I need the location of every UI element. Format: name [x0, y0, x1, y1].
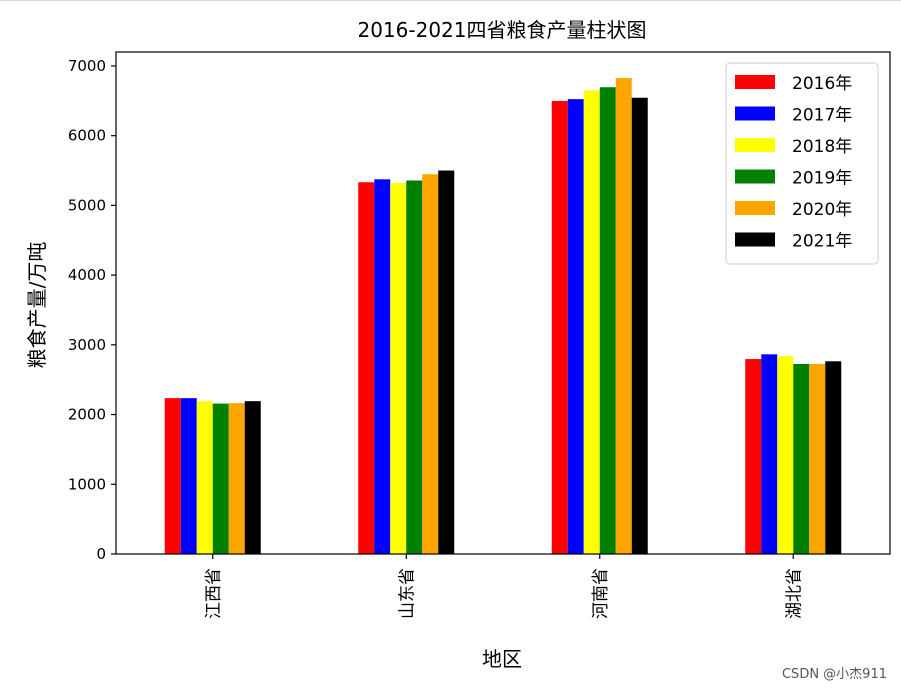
bar-2020年-山东省 — [422, 174, 439, 554]
legend-swatch — [735, 201, 775, 215]
legend-swatch — [735, 138, 775, 152]
legend-label: 2018年 — [792, 137, 852, 157]
y-axis-label: 粮食产量/万吨 — [25, 242, 49, 369]
legend-swatch — [735, 169, 775, 184]
legend-label: 2020年 — [792, 200, 852, 220]
y-tick-label: 6000 — [68, 127, 106, 145]
bar-2017年-江西省 — [180, 398, 197, 554]
bar-2021年-湖北省 — [825, 361, 842, 554]
bar-2016年-江西省 — [164, 398, 181, 554]
bar-2018年-山东省 — [390, 183, 407, 555]
bar-2021年-河南省 — [631, 97, 648, 554]
bar-2018年-湖北省 — [777, 356, 794, 554]
y-tick-label: 1000 — [68, 475, 106, 493]
y-tick-label: 5000 — [68, 196, 106, 214]
legend-swatch — [735, 75, 775, 89]
plot-frame — [115, 51, 891, 555]
x-axis-label: 地区 — [482, 647, 522, 671]
bar-2017年-河南省 — [567, 99, 584, 554]
y-tick-label: 0 — [96, 545, 106, 563]
bar-2016年-山东省 — [358, 182, 375, 555]
legend-swatch — [735, 106, 775, 121]
legend-label: 2019年 — [792, 169, 852, 189]
bar-2017年-山东省 — [374, 179, 391, 554]
legend-label: 2021年 — [792, 232, 852, 252]
x-tick-label: 河南省 — [591, 568, 611, 619]
bar-2020年-湖北省 — [809, 363, 826, 554]
legend: 2016年 2017年 2018年 2019年 2020年 2021年 — [725, 62, 879, 265]
bar-2019年-江西省 — [212, 403, 229, 554]
bar-2019年-河南省 — [599, 87, 616, 555]
x-tick-label: 山东省 — [397, 568, 417, 619]
y-tick-label: 7000 — [68, 57, 106, 75]
top-border-line — [0, 0, 901, 1]
y-tick-label: 3000 — [68, 336, 106, 354]
legend-label: 2016年 — [792, 74, 852, 94]
bar-2019年-湖北省 — [793, 364, 810, 554]
chart-title: 2016-2021四省粮食产量柱状图 — [357, 18, 646, 42]
bar-2016年-河南省 — [551, 100, 568, 554]
legend-swatch — [735, 232, 775, 247]
y-tick-label: 2000 — [68, 406, 106, 424]
bar-2019年-山东省 — [406, 180, 423, 555]
x-tick-label: 湖北省 — [784, 568, 804, 619]
legend-label: 2017年 — [792, 106, 852, 126]
bar-2017年-湖北省 — [761, 354, 778, 554]
bar-2020年-河南省 — [615, 78, 632, 554]
bar-2018年-江西省 — [196, 401, 213, 554]
bar-2018年-河南省 — [583, 90, 600, 555]
bar-2021年-山东省 — [438, 170, 455, 554]
y-tick-label: 4000 — [68, 266, 106, 284]
bar-2016年-湖北省 — [745, 359, 762, 554]
x-tick-label: 江西省 — [204, 568, 224, 619]
watermark: CSDN @小杰911 — [781, 667, 887, 682]
bar-2020年-江西省 — [228, 403, 245, 554]
bar-2021年-江西省 — [244, 401, 261, 554]
